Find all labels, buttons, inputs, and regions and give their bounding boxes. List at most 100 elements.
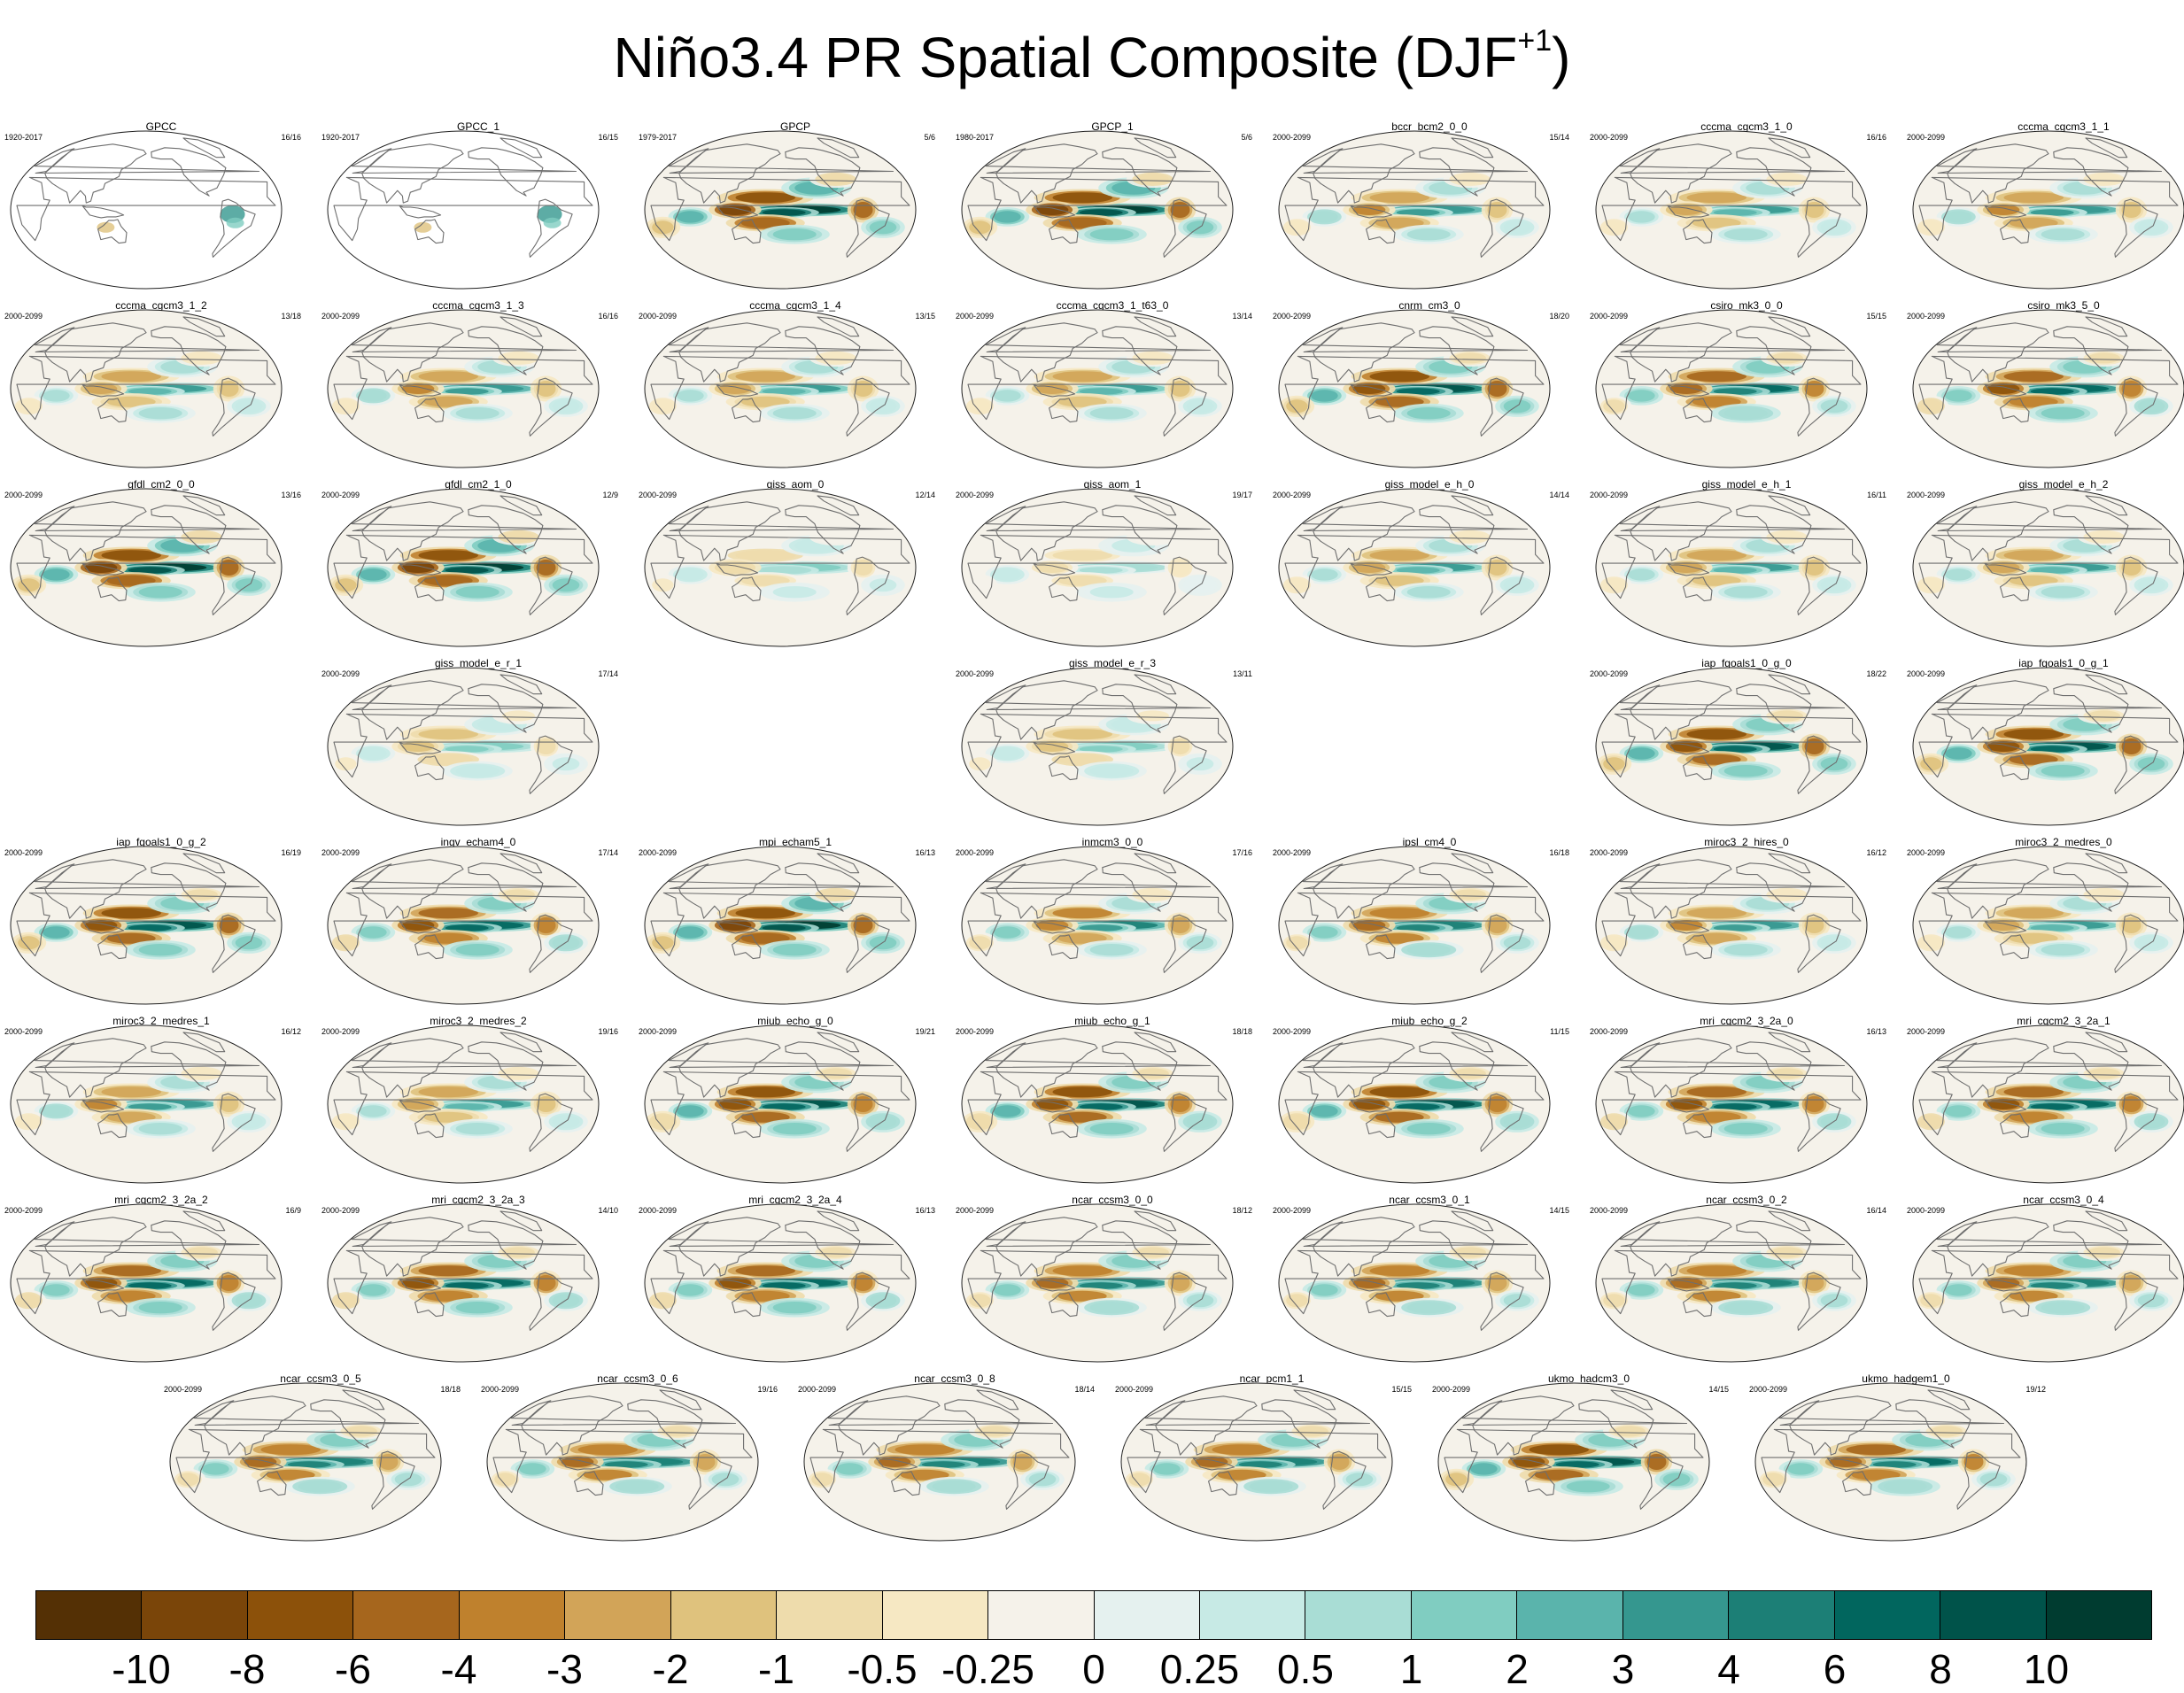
panel-event-count: 14/14: [1549, 491, 1569, 499]
coastline-north-america: [1736, 684, 1812, 733]
coastline-asia: [1630, 859, 1732, 919]
coastline-south-america: [1480, 556, 1524, 615]
panel-title: ukmo_hadgem1_0: [1862, 1372, 1950, 1385]
anomaly-patch: [2030, 209, 2074, 216]
coastline-south-america: [371, 1450, 415, 1510]
coastline-greenland: [817, 316, 860, 337]
anomaly-patch: [1035, 1099, 1069, 1109]
panel-title: inmcm3_0_0: [1081, 836, 1143, 848]
coastline-north-america: [785, 326, 861, 375]
anomaly-patch: [1920, 399, 1942, 414]
anomaly-patch: [762, 388, 806, 395]
anomaly-patch: [1311, 926, 1338, 939]
coastline-maritime-continent: [1667, 383, 1710, 398]
composite-map: [644, 488, 917, 647]
composite-map: [327, 846, 600, 1005]
composite-map: [961, 667, 1234, 826]
coastline-asia: [995, 1038, 1098, 1098]
anomaly-patch: [2041, 228, 2085, 241]
coastline-africa: [1601, 1249, 1862, 1315]
coastline-south-america: [529, 1093, 573, 1152]
anomaly-patch: [1692, 1111, 1741, 1123]
panel-event-count: 16/15: [598, 133, 618, 142]
anomaly-patch: [2003, 1086, 2064, 1098]
anomaly-patch: [1136, 710, 1169, 722]
anomaly-patch: [1406, 944, 1451, 956]
anomaly-patch: [2009, 932, 2058, 944]
coastline-australia: [732, 398, 762, 423]
coastline-africa: [16, 355, 276, 421]
coastline-europe: [1302, 863, 1529, 890]
coastline-asia: [1630, 322, 1732, 383]
anomaly-patch: [1723, 407, 1768, 420]
coastline-asia: [44, 143, 147, 204]
coastline-australia: [1049, 1292, 1079, 1318]
coastline-africa: [1601, 1071, 1862, 1136]
anomaly-patch: [1628, 568, 1655, 581]
anomaly-patch: [1945, 747, 1972, 760]
coastline-maritime-continent: [1350, 562, 1393, 576]
anomaly-patch: [1079, 1282, 1123, 1289]
coastline-north-america: [1736, 1220, 1812, 1270]
coastline-europe: [1302, 1042, 1529, 1069]
map-panel: ncar_ccsm3_0_5 2000-2099 18/18: [163, 1372, 478, 1550]
anomaly-patch: [43, 568, 70, 581]
anomaly-patch: [2003, 192, 2064, 204]
colorbar-swatch: [1305, 1591, 1412, 1639]
anomaly-patch: [106, 932, 156, 944]
coastline-australia: [97, 219, 128, 244]
anomaly-patch: [2009, 1111, 2058, 1123]
coastline-australia: [732, 1113, 762, 1139]
panel-years: 2000-2099: [1907, 669, 1946, 678]
anomaly-patch: [2003, 550, 2064, 561]
panel-years: 2000-2099: [639, 1206, 678, 1215]
anomaly-patch: [455, 586, 500, 599]
anomaly-patch: [455, 407, 500, 420]
coastline-africa: [1284, 176, 1545, 242]
colorbar-tick-label: -1: [758, 1646, 794, 1692]
coastline-north-america: [468, 1220, 544, 1270]
coastline-asia: [1630, 680, 1732, 740]
anomaly-patch: [502, 1247, 535, 1258]
coastline-maritime-continent: [399, 1278, 442, 1292]
coastline-maritime-continent: [1350, 205, 1393, 219]
anomaly-patch: [1453, 174, 1486, 185]
coastline-europe: [1936, 1042, 2163, 1069]
anomaly-patch: [1057, 754, 1107, 765]
anomaly-patch: [895, 1444, 955, 1456]
coastline-greenland: [817, 1210, 860, 1232]
anomaly-patch: [1945, 568, 1972, 581]
anomaly-patch: [445, 388, 489, 395]
coastline-greenland: [1768, 316, 1811, 337]
colorbar-swatch: [1623, 1591, 1730, 1639]
colorbar-tick-label: -2: [652, 1646, 689, 1692]
anomaly-patch: [1872, 1461, 1917, 1468]
anomaly-patch: [615, 1480, 659, 1493]
composite-map: [1278, 846, 1551, 1005]
map-panel: csiro_mk3_0_0 2000-2099 15/15: [1589, 299, 1904, 476]
anomaly-patch: [1713, 924, 1757, 932]
map-panel: GPCC 1920-2017 16/16: [4, 120, 319, 298]
anomaly-patch: [1770, 174, 1803, 185]
coastline-north-america: [1419, 147, 1495, 197]
anomaly-patch: [762, 567, 806, 574]
panel-title: giss_aom_1: [1083, 478, 1142, 491]
anomaly-patch: [455, 1123, 500, 1135]
coastline-south-america: [529, 735, 573, 794]
panel-years: 2000-2099: [321, 1027, 360, 1036]
panel-years: 1979-2017: [639, 133, 678, 142]
anomaly-patch: [418, 729, 478, 740]
anomaly-patch: [43, 390, 70, 402]
anomaly-patch: [735, 371, 795, 383]
anomaly-patch: [1052, 729, 1112, 740]
colorbar-tick-label: 2: [1506, 1646, 1529, 1692]
map-border: [1437, 1382, 1710, 1542]
anomaly-patch: [1396, 1282, 1440, 1289]
anomaly-patch: [1369, 371, 1429, 383]
coastline-maritime-continent: [558, 1457, 601, 1471]
panel-title: mri_cgcm2_3_2a_4: [748, 1194, 842, 1206]
colorbar-tick-label: -3: [546, 1646, 583, 1692]
anomaly-patch: [677, 1284, 704, 1296]
panel-title: miub_echo_g_0: [757, 1015, 833, 1027]
coastline-maritime-continent: [81, 920, 125, 934]
